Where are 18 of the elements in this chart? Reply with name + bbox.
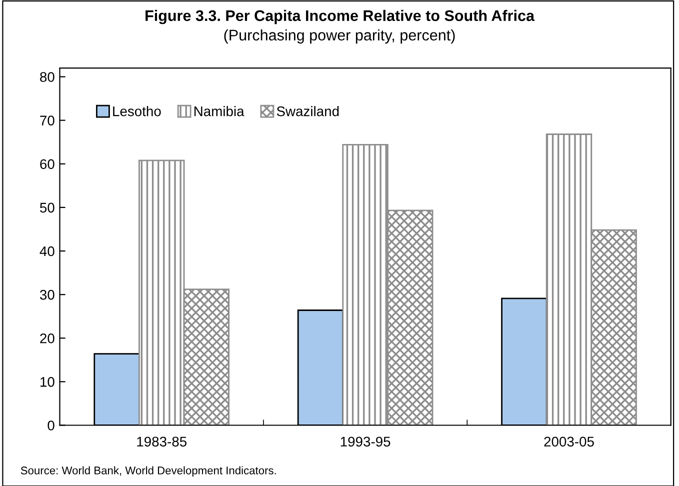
x-tick-label: 1983-85 — [137, 436, 187, 447]
y-tick-label: 80 — [40, 72, 54, 82]
source-note: Source: World Bank, World Development Indicators. — [20, 466, 276, 477]
y-tick-label: 0 — [48, 420, 54, 430]
y-tick-label: 60 — [40, 159, 54, 170]
y-tick-label: 50 — [40, 202, 54, 213]
y-tick-label: 20 — [40, 333, 54, 344]
chart-subtitle: (Purchasing power parity, percent) — [224, 29, 455, 44]
x-tick-label: 2003-05 — [544, 436, 594, 447]
y-tick-label: 40 — [40, 246, 54, 256]
legend-label: Lesotho — [113, 106, 161, 116]
x-tick-label: 1993-95 — [340, 436, 390, 447]
legend-label: Swaziland — [276, 106, 339, 116]
y-tick-label: 30 — [40, 290, 54, 300]
chart-title: Figure 3.3. Per Capita Income Relative to South Africa — [146, 10, 535, 24]
y-tick-label: 70 — [40, 116, 54, 126]
y-tick-label: 10 — [40, 377, 54, 387]
legend-label: Namibia — [194, 106, 244, 116]
